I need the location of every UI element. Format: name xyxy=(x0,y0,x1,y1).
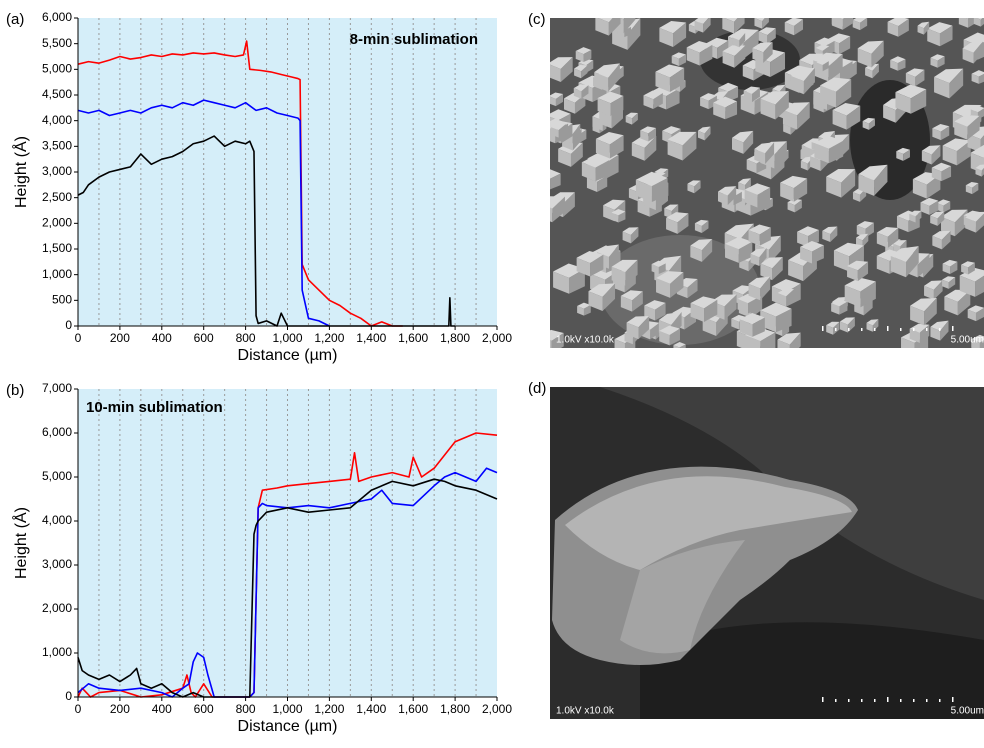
sem-crystal-top xyxy=(609,4,635,19)
sem-crystal-front xyxy=(539,175,550,190)
y-axis-title: Height (Å) xyxy=(11,136,30,208)
x-axis-title: Distance (µm) xyxy=(238,347,338,364)
y-tick-label: 5,000 xyxy=(42,62,72,76)
panel-label: (a) xyxy=(6,11,24,28)
y-tick-label: 2,000 xyxy=(42,601,72,615)
x-tick-label: 400 xyxy=(152,331,172,345)
scale-dot xyxy=(848,699,850,702)
sem-crystal-top xyxy=(836,12,852,19)
y-tick-label: 1,000 xyxy=(42,267,72,281)
panel-label: (b) xyxy=(6,382,24,399)
image-caption: 1.0kV x10.0k xyxy=(556,335,615,346)
x-tick-label: 1,400 xyxy=(356,702,386,716)
panel-label: (d) xyxy=(528,380,546,397)
x-tick-label: 1,200 xyxy=(314,331,344,345)
chart-title: 8-min sublimation xyxy=(350,31,478,48)
scale-dot xyxy=(900,699,902,702)
image-caption: 1.0kV x10.0k xyxy=(556,706,615,717)
scale-dot xyxy=(822,697,824,702)
x-tick-label: 2,000 xyxy=(482,331,512,345)
scale-dot xyxy=(900,328,902,331)
scale-dot xyxy=(913,328,915,331)
scale-dot xyxy=(835,699,837,702)
scale-dot xyxy=(874,699,876,702)
x-tick-label: 800 xyxy=(236,331,256,345)
x-tick-label: 200 xyxy=(110,331,130,345)
scale-dot xyxy=(952,697,954,702)
x-axis-title: Distance (µm) xyxy=(238,718,338,735)
x-tick-label: 400 xyxy=(152,702,172,716)
x-tick-label: 1,000 xyxy=(272,702,302,716)
scale-dot xyxy=(848,328,850,331)
scale-dot xyxy=(835,328,837,331)
y-tick-label: 3,000 xyxy=(42,557,72,571)
y-tick-label: 6,000 xyxy=(42,10,72,24)
y-axis-title: Height (Å) xyxy=(11,507,30,579)
scale-dot xyxy=(926,328,928,331)
scale-dot xyxy=(887,697,889,702)
x-tick-label: 800 xyxy=(236,702,256,716)
x-tick-label: 1,600 xyxy=(398,702,428,716)
panel-label: (c) xyxy=(528,11,546,28)
y-tick-label: 6,000 xyxy=(42,425,72,439)
x-tick-label: 1,800 xyxy=(440,702,470,716)
y-tick-label: 5,500 xyxy=(42,36,72,50)
image-scale: 5.00um xyxy=(951,706,984,717)
y-tick-label: 0 xyxy=(65,689,72,703)
y-tick-label: 4,000 xyxy=(42,513,72,527)
x-tick-label: 0 xyxy=(75,702,82,716)
y-tick-label: 7,000 xyxy=(42,381,72,395)
y-tick-label: 3,000 xyxy=(42,164,72,178)
x-tick-label: 600 xyxy=(194,702,214,716)
chart-title: 10-min sublimation xyxy=(86,399,223,416)
figure: 0 200 400 600 800 1,000 1,200 1,400 1,600 1,800 2,… xyxy=(0,0,984,743)
sem-image-c xyxy=(539,4,984,357)
x-tick-label: 1,200 xyxy=(314,702,344,716)
sem-image-d xyxy=(550,387,984,719)
y-tick-label: 4,000 xyxy=(42,113,72,127)
x-tick-label: 2,000 xyxy=(482,702,512,716)
y-tick-label: 1,500 xyxy=(42,241,72,255)
y-tick-label: 3,500 xyxy=(42,139,72,153)
scale-dot xyxy=(926,699,928,702)
x-tick-label: 1,600 xyxy=(398,331,428,345)
x-tick-label: 600 xyxy=(194,331,214,345)
y-tick-label: 500 xyxy=(52,293,72,307)
x-tick-label: 200 xyxy=(110,702,130,716)
y-tick-label: 4,500 xyxy=(42,87,72,101)
scale-dot xyxy=(822,326,824,331)
sem-crystal-top xyxy=(959,10,977,18)
scale-dot xyxy=(939,699,941,702)
scale-dot xyxy=(861,328,863,331)
y-tick-label: 2,000 xyxy=(42,216,72,230)
image-scale: 5.00um xyxy=(951,335,984,346)
scale-dot xyxy=(861,699,863,702)
scale-dot xyxy=(952,326,954,331)
x-tick-label: 1,000 xyxy=(272,331,302,345)
y-tick-label: 5,000 xyxy=(42,469,72,483)
y-tick-label: 1,000 xyxy=(42,645,72,659)
x-tick-label: 0 xyxy=(75,331,82,345)
scale-dot xyxy=(874,328,876,331)
scale-dot xyxy=(939,328,941,331)
y-tick-label: 2,500 xyxy=(42,190,72,204)
sem-crystal-front xyxy=(539,336,551,353)
x-tick-label: 1,400 xyxy=(356,331,386,345)
x-tick-label: 1,800 xyxy=(440,331,470,345)
y-tick-label: 0 xyxy=(65,318,72,332)
scale-dot xyxy=(887,326,889,331)
sem-crystal-top xyxy=(832,9,853,19)
scale-dot xyxy=(913,699,915,702)
